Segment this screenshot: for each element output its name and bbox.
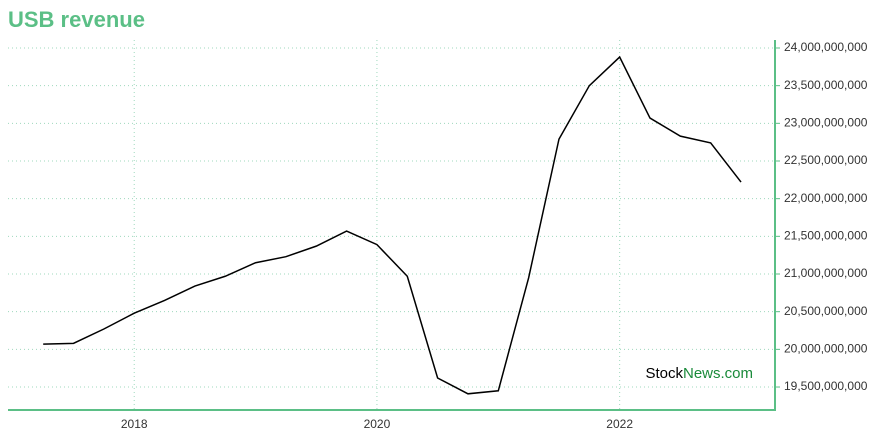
y-tick-label: 21,500,000,000 xyxy=(784,229,868,243)
x-tick-label: 2018 xyxy=(121,417,148,431)
y-tick-label: 20,000,000,000 xyxy=(784,342,868,356)
y-tick-label: 20,500,000,000 xyxy=(784,304,868,318)
y-tick-label: 23,000,000,000 xyxy=(784,115,868,129)
x-tick-label: 2022 xyxy=(606,417,633,431)
watermark-part: News.com xyxy=(683,365,753,382)
y-tick-label: 23,500,000,000 xyxy=(784,78,868,92)
watermark-part: Stock xyxy=(645,365,683,382)
x-tick-label: 2020 xyxy=(364,417,391,431)
y-tick-label: 24,000,000,000 xyxy=(784,40,868,54)
y-tick-label: 22,000,000,000 xyxy=(784,191,868,205)
y-tick-label: 19,500,000,000 xyxy=(784,379,868,393)
y-tick-label: 22,500,000,000 xyxy=(784,153,868,167)
y-tick-label: 21,000,000,000 xyxy=(784,266,868,280)
chart-title: USB revenue xyxy=(8,7,145,32)
line-series xyxy=(43,55,742,395)
watermark: StockNews.com xyxy=(645,365,753,382)
